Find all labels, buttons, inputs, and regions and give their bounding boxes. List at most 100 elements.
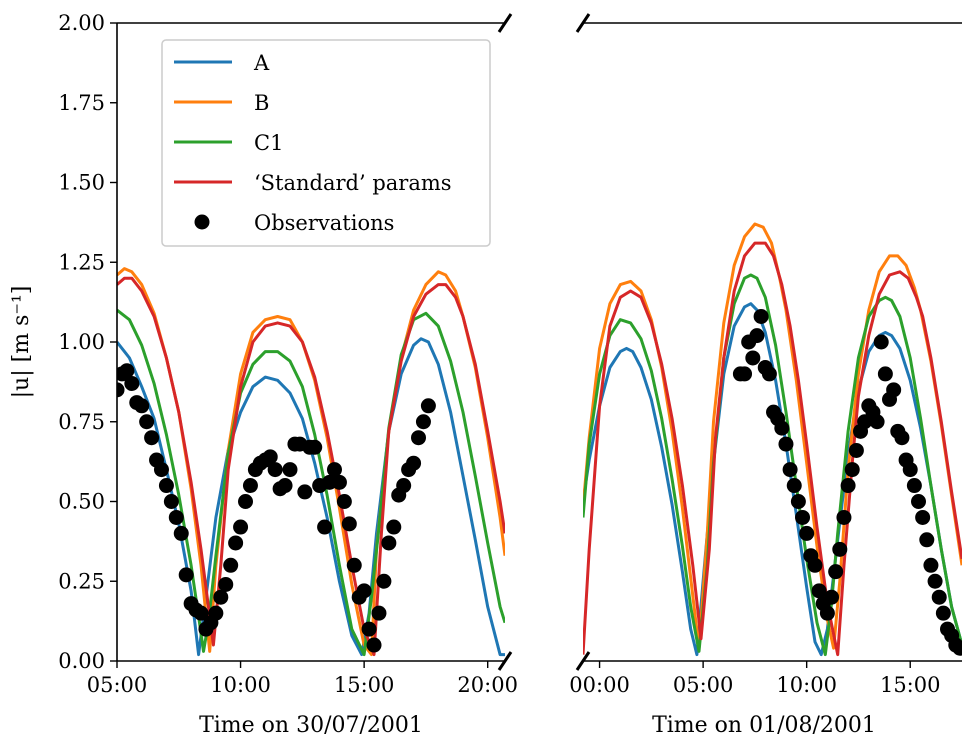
y-tick-label: 1.00: [58, 330, 105, 354]
observation-point: [873, 334, 889, 350]
observation-point: [117, 382, 125, 398]
series-line-a: [583, 302, 962, 657]
observation-point: [911, 494, 927, 509]
observation-point: [223, 557, 239, 573]
observation-point: [153, 462, 169, 478]
observation-point: [919, 532, 935, 548]
observation-point: [782, 462, 798, 478]
observation-point: [836, 509, 852, 525]
axis-break-mark: [575, 13, 591, 33]
observation-points: [117, 363, 436, 653]
series-line-b: [117, 267, 505, 657]
legend-label: Observations: [254, 211, 394, 235]
y-tick-label: 0.50: [58, 490, 105, 514]
legend-label: B: [254, 91, 269, 115]
observation-point: [331, 474, 347, 490]
observation-point: [208, 605, 224, 621]
observation-point: [376, 573, 392, 589]
observation-point: [935, 605, 951, 621]
x-tick-label: 05:00: [673, 673, 734, 697]
observation-point: [915, 509, 931, 525]
observation-point: [840, 478, 856, 494]
legend-label: A: [253, 51, 270, 75]
y-axis-label: |u| [m s⁻¹]: [9, 286, 34, 399]
y-tick-label: 0.00: [58, 649, 105, 673]
observation-point: [366, 637, 382, 653]
observation-point: [832, 541, 848, 557]
observation-point: [790, 494, 806, 509]
observation-point: [737, 366, 753, 382]
observation-point: [848, 442, 864, 458]
x-tick-label: 00:00: [569, 673, 630, 697]
observation-point: [297, 484, 313, 500]
right-panel: 00:00 05:00 10:00 15:00: [569, 13, 962, 697]
series-line-c1: [583, 273, 962, 657]
observation-point: [317, 519, 333, 535]
observation-points: [732, 308, 962, 656]
legend-label: ‘Standard’ params: [254, 171, 452, 195]
axis-break-mark: [575, 651, 591, 671]
observation-point: [238, 494, 254, 509]
y-tick-label: 1.75: [58, 91, 105, 115]
observation-point: [178, 567, 194, 583]
axis-break-mark: [497, 13, 513, 33]
observation-point: [877, 366, 893, 382]
observation-point: [415, 414, 431, 430]
observation-point: [844, 462, 860, 478]
observation-point: [778, 436, 794, 452]
observation-point: [906, 478, 922, 494]
legend-box: [161, 39, 491, 247]
observation-point: [144, 430, 160, 446]
observation-point: [406, 455, 422, 471]
x-tick-label: 20:00: [457, 673, 518, 697]
observation-point: [282, 462, 298, 478]
series-line-standard-params: [583, 241, 962, 657]
observation-point: [228, 535, 244, 551]
observation-point: [828, 564, 844, 580]
legend-label: C1: [254, 131, 283, 155]
observation-point: [396, 478, 412, 494]
axis-break-mark: [497, 651, 513, 671]
observation-point: [267, 462, 283, 478]
y-tick-label: 0.25: [58, 569, 105, 593]
x-tick-label: 10:00: [776, 673, 837, 697]
observation-point: [371, 605, 387, 621]
observation-point: [811, 583, 827, 599]
x-axis-label-left: Time on 30/07/2001: [199, 713, 423, 738]
y-tick-label: 1.50: [58, 171, 105, 195]
observation-point: [139, 414, 155, 430]
observation-point: [356, 583, 372, 599]
observation-point: [774, 420, 790, 436]
observation-point: [869, 414, 885, 430]
observation-point: [168, 509, 184, 525]
observation-point: [163, 494, 179, 509]
observation-point: [134, 398, 150, 414]
legend: AB C1 ‘Standard’ params Observations: [161, 39, 491, 247]
observation-point: [795, 509, 811, 525]
left-panel: 05:00 10:00 15:00 20:00 0.00 0.25 0.50 0.75 1.00…: [58, 11, 518, 697]
observation-point: [158, 478, 174, 494]
observation-point: [824, 589, 840, 605]
observation-point: [952, 640, 962, 656]
observation-point: [753, 308, 769, 324]
observation-point: [218, 576, 234, 592]
observation-point: [745, 350, 761, 366]
x-tick-label: 10:00: [210, 673, 271, 697]
observation-point: [886, 382, 902, 398]
observation-point: [902, 462, 918, 478]
observation-point: [346, 557, 362, 573]
legend-marker-observations: [194, 214, 210, 230]
observation-point: [420, 398, 436, 414]
observation-point: [336, 494, 352, 509]
x-tick-label: 15:00: [880, 673, 941, 697]
observation-point: [233, 519, 249, 535]
observation-point: [749, 328, 765, 344]
y-tick-label: 0.75: [58, 410, 105, 434]
observation-point: [124, 375, 140, 391]
observation-point: [213, 589, 229, 605]
observation-point: [923, 557, 939, 573]
series-line-c1: [117, 308, 505, 657]
observation-point: [819, 605, 835, 621]
observation-point: [786, 478, 802, 494]
